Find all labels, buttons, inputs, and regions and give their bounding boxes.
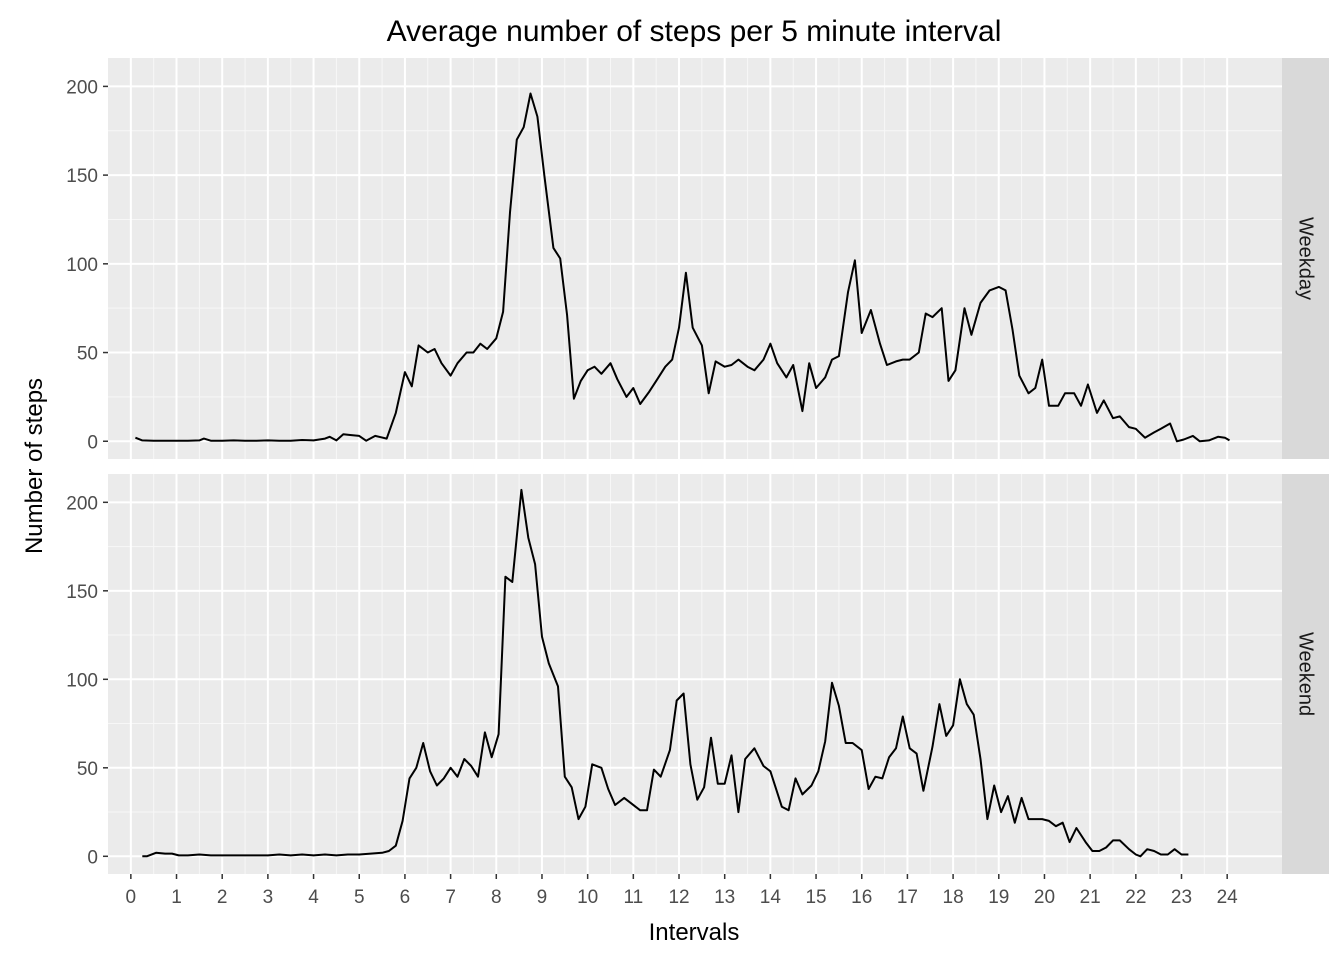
x-tick-label: 1 bbox=[171, 887, 182, 908]
x-tick-label: 17 bbox=[897, 887, 918, 908]
y-tick-label: 200 bbox=[66, 77, 98, 98]
x-tick-label: 23 bbox=[1171, 887, 1192, 908]
x-tick-label: 13 bbox=[714, 887, 735, 908]
x-tick-label: 16 bbox=[851, 887, 872, 908]
y-tick-label: 200 bbox=[66, 493, 98, 514]
y-tick-label: 150 bbox=[66, 582, 98, 603]
x-tick-label: 11 bbox=[623, 887, 643, 908]
panel-background bbox=[108, 474, 1282, 874]
x-tick-label: 19 bbox=[988, 887, 1009, 908]
x-tick-label: 3 bbox=[263, 887, 274, 908]
x-tick-label: 15 bbox=[805, 887, 826, 908]
series-line-weekend bbox=[142, 488, 1189, 858]
facet-label-weekday: Weekday bbox=[1295, 217, 1317, 300]
panel-background bbox=[108, 58, 1282, 459]
x-tick-label: 2 bbox=[217, 887, 228, 908]
facet-label-weekend: Weekend bbox=[1295, 632, 1317, 716]
x-tick-label: 22 bbox=[1125, 887, 1146, 908]
x-tick-label: 8 bbox=[491, 887, 502, 908]
y-tick-label: 50 bbox=[77, 759, 98, 780]
x-tick-label: 10 bbox=[577, 887, 598, 908]
panel-weekday: 0 50 100 150 200 Weekday bbox=[66, 58, 1329, 459]
x-tick-label: 24 bbox=[1217, 887, 1239, 908]
x-tick-label: 14 bbox=[760, 887, 782, 908]
panel-weekend: 0 50 100 150 200 Weekend bbox=[66, 474, 1329, 874]
y-tick-label: 100 bbox=[66, 670, 98, 691]
y-tick-label: 50 bbox=[77, 344, 98, 365]
x-tick-label: 20 bbox=[1034, 887, 1055, 908]
x-tick-label: 4 bbox=[308, 887, 319, 908]
x-tick-label: 6 bbox=[400, 887, 411, 908]
x-tick-label: 5 bbox=[354, 887, 365, 908]
x-tick-label: 21 bbox=[1080, 887, 1101, 908]
y-tick-label: 0 bbox=[87, 432, 98, 453]
chart-title: Average number of steps per 5 minute int… bbox=[387, 15, 1002, 48]
facet-strip bbox=[1282, 474, 1329, 874]
y-tick-label: 100 bbox=[66, 255, 98, 276]
x-tick-label: 18 bbox=[943, 887, 964, 908]
x-tick-label: 9 bbox=[537, 887, 548, 908]
chart-panels: 0 50 100 150 200 Weekday 0 50 100 150 200 Weekend 0 1… bbox=[66, 58, 1329, 908]
x-tick-label: 0 bbox=[126, 887, 137, 908]
x-tick-label: 7 bbox=[445, 887, 456, 908]
facet-strip bbox=[1282, 58, 1329, 459]
x-tick-label: 12 bbox=[668, 887, 689, 908]
y-tick-label: 0 bbox=[87, 847, 98, 868]
x-axis-title: Intervals bbox=[649, 919, 740, 946]
y-axis-title: Number of steps bbox=[21, 378, 48, 554]
series-line-weekday bbox=[135, 92, 1231, 443]
y-tick-label: 150 bbox=[66, 166, 98, 187]
